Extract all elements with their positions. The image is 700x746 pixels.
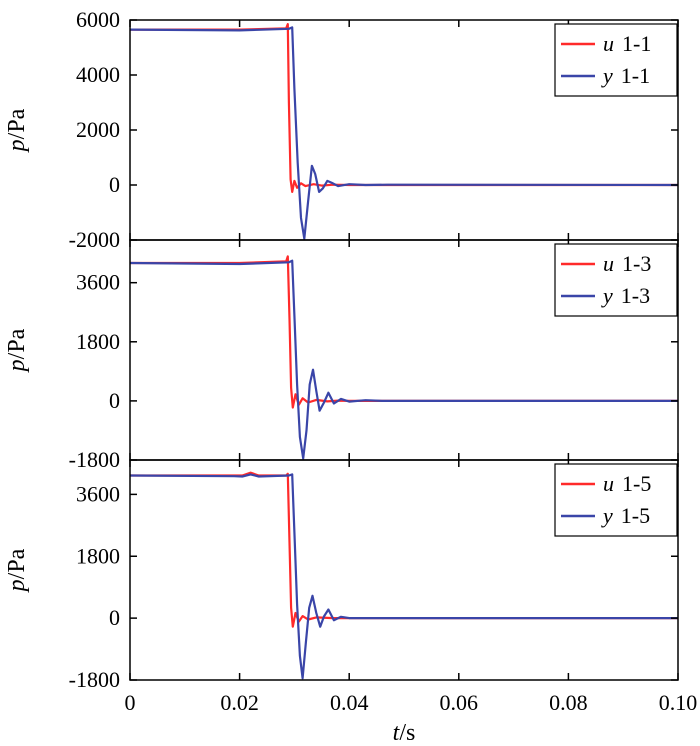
legend-entry-var: u (603, 471, 614, 496)
legend-entry-station: 1-3 (621, 283, 650, 308)
y-tick-label: 0 (109, 605, 120, 630)
legend-entry-station: 1-5 (622, 471, 651, 496)
y-tick-label: 3600 (76, 481, 120, 506)
legend-entry-y-1-1: y 1-1 (601, 63, 650, 88)
y-axis-label: p/Pa (4, 548, 30, 593)
legend-entry-station: 1-5 (621, 503, 650, 528)
legend-entry-station: 1-1 (621, 63, 650, 88)
y-axis-label: p/Pa (4, 328, 30, 373)
x-tick-label: 0 (125, 690, 136, 715)
legend-entry-y-1-3: y 1-3 (601, 283, 650, 308)
y-tick-label: 1800 (76, 329, 120, 354)
y-tick-label: 0 (109, 388, 120, 413)
legend-entry-var: y (601, 283, 613, 308)
y-tick-label: 0 (109, 172, 120, 197)
y-tick-label: 2000 (76, 117, 120, 142)
y-axis-label-unit: /Pa (4, 108, 30, 139)
x-tick-label: 0.10 (659, 690, 698, 715)
y-tick-label: 6000 (76, 7, 120, 32)
y-tick-label: 4000 (76, 62, 120, 87)
y-axis-label-var: p (4, 359, 30, 373)
legend-box (554, 463, 678, 537)
x-tick-label: 0.02 (220, 690, 259, 715)
x-tick-label: 0.08 (549, 690, 588, 715)
series-line-u-1-5 (130, 471, 678, 628)
y-tick-label: -1800 (69, 667, 120, 692)
x-tick-label: 0.04 (330, 690, 369, 715)
y-axis-label-unit: /Pa (4, 548, 30, 579)
y-tick-label: -2000 (69, 227, 120, 252)
y-tick-label: -1800 (69, 447, 120, 472)
plot-frame (129, 459, 679, 681)
legend-entry-var: y (601, 63, 613, 88)
legend-entry-u-1-1: u 1-1 (603, 31, 651, 56)
legend: u 1-1 y 1-1 (554, 23, 678, 97)
y-axis-label-var: p (4, 139, 30, 153)
x-tick-label: 0.06 (440, 690, 479, 715)
legend: u 1-3 y 1-3 (554, 243, 678, 317)
y-tick-label: 3600 (76, 270, 120, 295)
y-axis-label-unit: /Pa (4, 328, 30, 359)
x-axis-label-var: t (393, 720, 401, 746)
series-line-y-1-1 (130, 26, 678, 240)
x-axis-label-unit: /s (399, 720, 415, 746)
x-axis-label: t/s (393, 720, 416, 746)
series-line-u-1-1 (130, 23, 678, 193)
legend-entry-u-1-5: u 1-5 (603, 471, 651, 496)
series-line-y-1-5 (130, 473, 678, 680)
legend-entry-var: u (603, 251, 614, 276)
y-tick-label: 1800 (76, 543, 120, 568)
y-axis-label-var: p (4, 579, 30, 593)
chart-panel-1: -2000 0 2000 4000 6000 p/Pa u 1-1 y 1-1 (4, 7, 679, 252)
legend: u 1-5 y 1-5 (554, 463, 678, 537)
legend-box (554, 23, 678, 97)
y-axis-label: p/Pa (4, 108, 30, 153)
legend-entry-var: y (601, 503, 613, 528)
series-line-y-1-3 (130, 259, 678, 460)
legend-entry-station: 1-1 (622, 31, 651, 56)
chart-panel-2: -1800 0 1800 3600 p/Pa u 1-3 y 1-3 (4, 239, 679, 472)
legend-entry-station: 1-3 (622, 251, 651, 276)
legend-box (554, 243, 678, 317)
legend-entry-y-1-5: y 1-5 (601, 503, 650, 528)
legend-entry-var: u (603, 31, 614, 56)
legend-entry-u-1-3: u 1-3 (603, 251, 651, 276)
